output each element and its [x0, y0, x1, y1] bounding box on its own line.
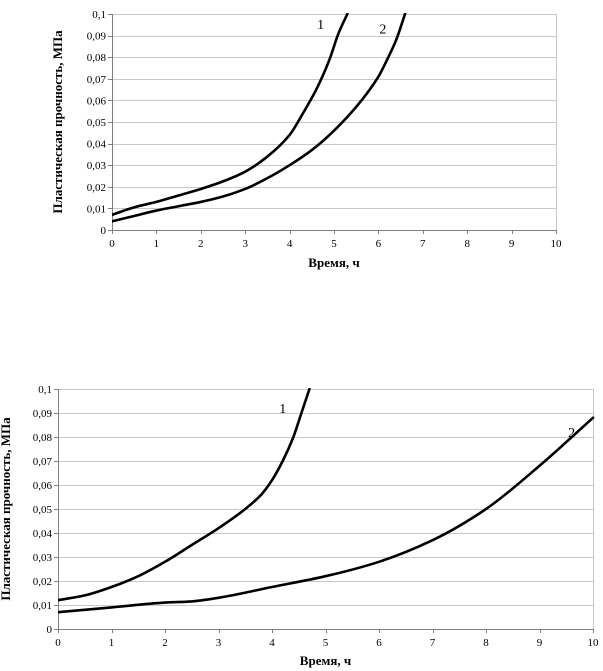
y-tick-label: 0,01 — [33, 600, 52, 612]
y-axis-title: Пластическая прочность, МПа — [50, 30, 65, 214]
y-tick-label: 0,03 — [33, 552, 53, 564]
y-tick-label: 0,02 — [33, 576, 52, 588]
y-tick-label: 0,02 — [87, 182, 106, 194]
x-tick-label: 7 — [430, 637, 436, 649]
x-tick-label: 4 — [269, 637, 275, 649]
x-tick-label: 8 — [483, 637, 489, 649]
x-tick-label: 10 — [588, 637, 600, 649]
y-axis-title: Пластическая прочность, МПа — [0, 417, 13, 601]
y-tick-label: 0 — [47, 624, 53, 636]
x-tick-label: 5 — [323, 637, 329, 649]
y-tick-label: 0,08 — [33, 432, 53, 444]
series-label-2: 2 — [568, 426, 575, 441]
x-tick-label: 9 — [537, 637, 543, 649]
x-tick-label: 1 — [154, 238, 160, 250]
y-tick-label: 0,07 — [87, 74, 107, 86]
x-tick-label: 3 — [216, 637, 222, 649]
y-tick-label: 0,06 — [87, 95, 107, 107]
x-tick-label: 1 — [109, 637, 115, 649]
y-tick-label: 0,1 — [38, 384, 52, 396]
x-tick-label: 0 — [55, 637, 61, 649]
x-tick-label: 3 — [242, 238, 248, 250]
y-tick-label: 0,05 — [33, 504, 53, 516]
x-tick-label: 0 — [109, 238, 115, 250]
y-tick-label: 0 — [101, 225, 107, 237]
y-tick-label: 0,04 — [87, 139, 107, 151]
series-line-1 — [112, 13, 349, 217]
y-tick-label: 0,09 — [33, 408, 53, 420]
series-line-2 — [112, 13, 407, 223]
series-label-1: 1 — [279, 402, 286, 417]
chart-1: 0 0,01 0,02 0,03 0,04 0,05 0,06 0,07 0,08 0,09 0,1… — [50, 9, 562, 270]
y-tick-label: 0,1 — [92, 9, 106, 21]
x-tick-label: 6 — [376, 238, 382, 250]
series-label-2: 2 — [379, 22, 386, 37]
x-tick-label: 6 — [376, 637, 382, 649]
x-tick-label: 2 — [162, 637, 168, 649]
y-tick-label: 0,07 — [33, 456, 53, 468]
series-line-2 — [58, 416, 595, 614]
x-tick-label: 7 — [420, 238, 426, 250]
y-tick-label: 0,04 — [33, 528, 53, 540]
x-axis-title: Время, ч — [308, 255, 359, 270]
x-tick-label: 10 — [551, 238, 563, 250]
x-tick-label: 4 — [287, 238, 293, 250]
y-tick-label: 0,01 — [87, 203, 106, 215]
y-tick-label: 0,06 — [33, 480, 53, 492]
y-tick-label: 0,05 — [87, 117, 107, 129]
chart-2: 0 0,01 0,02 0,03 0,04 0,05 0,06 0,07 0,08 0,09 0,1… — [0, 384, 599, 668]
x-axis-title: Время, ч — [300, 653, 351, 668]
x-tick-label: 8 — [464, 238, 470, 250]
x-tick-label: 5 — [331, 238, 337, 250]
series-label-1: 1 — [317, 18, 324, 33]
x-tick-label: 2 — [198, 238, 204, 250]
y-tick-label: 0,03 — [87, 160, 107, 172]
x-tick-label: 9 — [509, 238, 515, 250]
y-tick-label: 0,08 — [87, 52, 107, 64]
series-line-1 — [58, 388, 311, 602]
y-tick-label: 0,09 — [87, 31, 107, 43]
